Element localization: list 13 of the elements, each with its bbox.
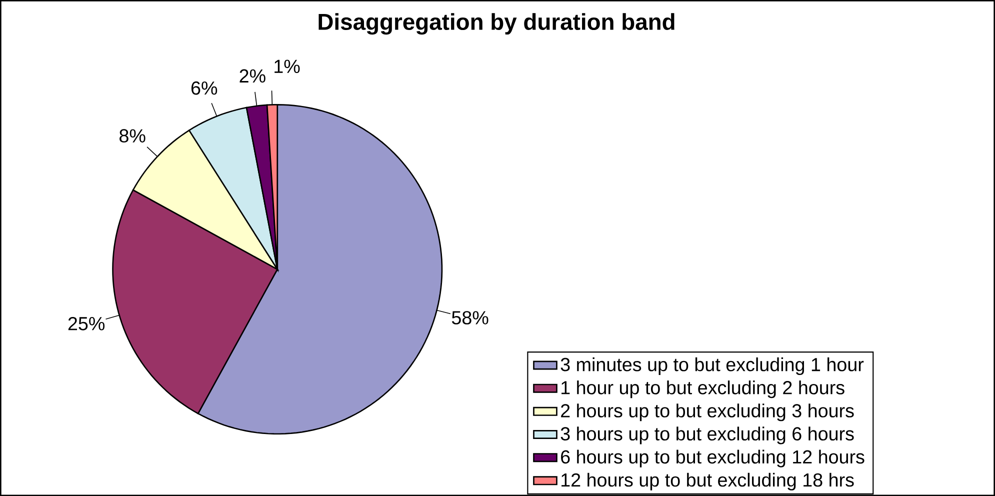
data-label: 8% <box>120 129 146 142</box>
legend-label: 2 hours up to but excluding 3 hours <box>561 404 854 422</box>
legend-label: 1 hour up to but excluding 2 hours <box>562 380 844 398</box>
data-label: 2% <box>240 69 266 82</box>
data-label: 1% <box>274 60 300 73</box>
legend-label: 3 minutes up to but excluding 1 hour <box>560 357 864 375</box>
legend-label: 12 hours up to but excluding 18 hrs <box>562 472 854 490</box>
legend-label: 6 hours up to but excluding 12 hours <box>561 450 864 468</box>
data-label: 6% <box>191 81 218 95</box>
data-label: 58% <box>452 310 488 324</box>
chart-title: Disaggregation by duration band <box>318 13 674 35</box>
data-label: 25% <box>68 316 105 330</box>
legend-label: 3 hours up to but excluding 6 hours <box>560 426 854 444</box>
